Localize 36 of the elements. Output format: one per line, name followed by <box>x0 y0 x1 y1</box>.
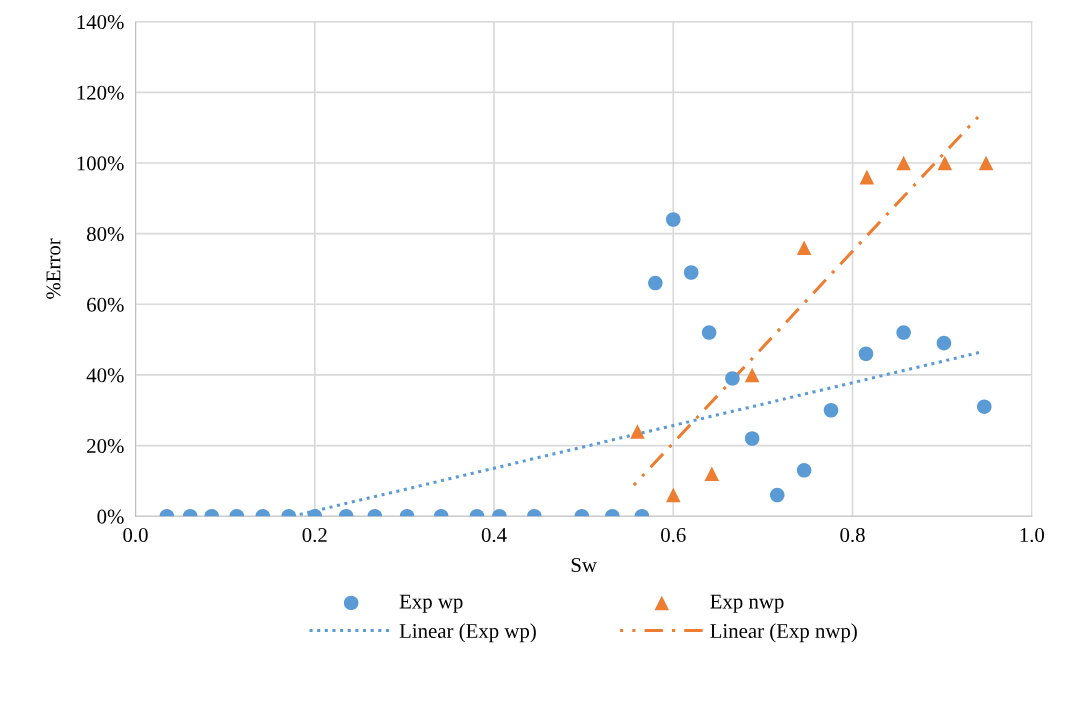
y-tick-label: 100% <box>77 156 124 171</box>
point <box>683 265 699 280</box>
y-tick-label: 40% <box>86 368 124 383</box>
x-tick-label: 0.6 <box>661 527 686 543</box>
x-tick-label: 1.0 <box>1020 527 1045 543</box>
y-tick-label: 60% <box>87 297 124 312</box>
point <box>823 402 839 418</box>
point <box>665 212 681 227</box>
y-tick-label: 80% <box>87 226 124 242</box>
legend-label: Exp wp <box>399 594 463 613</box>
point <box>859 169 875 185</box>
y-tick-label: 20% <box>87 438 124 454</box>
point <box>937 155 953 171</box>
point <box>977 399 992 414</box>
x-tick-label: 0.2 <box>302 527 327 543</box>
point <box>701 325 717 340</box>
legend-label: Linear (Exp nwp) <box>710 623 857 643</box>
y-tick-label: 140% <box>77 15 124 30</box>
legend-label: Linear (Exp wp) <box>399 623 536 643</box>
legend-label: Exp nwp <box>710 594 784 613</box>
point <box>978 155 994 171</box>
point <box>936 335 952 351</box>
point <box>896 325 911 340</box>
y-tick-label: 0% <box>97 509 124 524</box>
x-tick-label: 0.0 <box>123 527 148 543</box>
x-axis-title: Sw <box>571 558 597 573</box>
point <box>648 275 663 291</box>
point <box>725 371 740 386</box>
y-tick-label: 120% <box>77 85 124 100</box>
x-tick-label: 0.4 <box>481 527 507 543</box>
point <box>796 240 812 256</box>
x-tick-label: 0.8 <box>840 527 865 543</box>
y-axis-title: %Error <box>46 238 61 299</box>
point <box>896 155 911 171</box>
point <box>858 346 874 362</box>
point <box>744 367 760 383</box>
